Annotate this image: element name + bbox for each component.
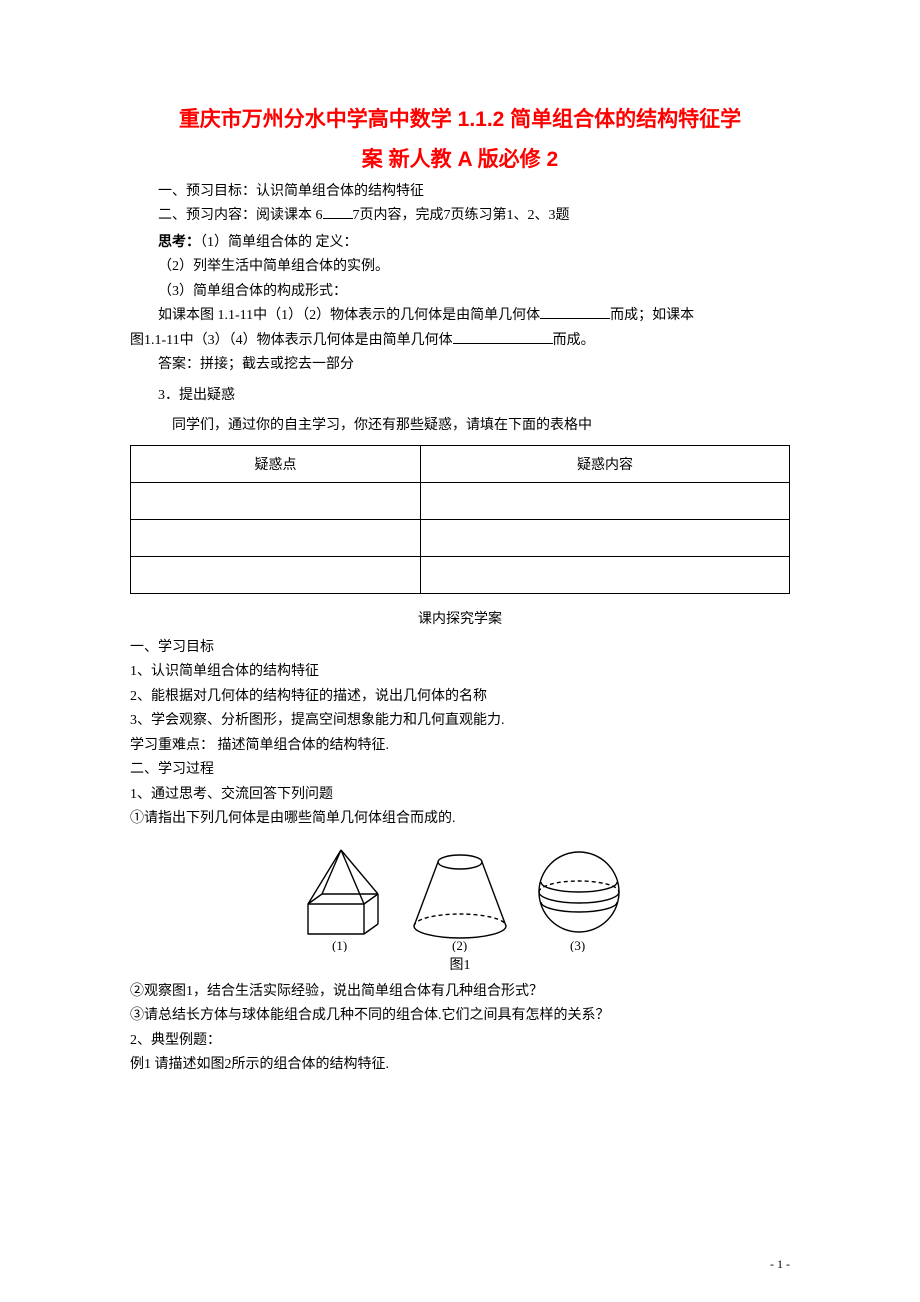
think-3: （3）简单组合体的构成形式： <box>130 280 790 305</box>
ex-h: 2、典型例题： <box>130 1029 790 1054</box>
form2-suffix: 而成。 <box>553 333 595 348</box>
figure-caption: 图1 <box>130 954 790 974</box>
table-row <box>131 482 790 519</box>
doubt-title: 3．提出疑惑 <box>130 384 790 409</box>
figure-1-icon: (1) <box>286 842 396 952</box>
table-cell <box>131 519 421 556</box>
table-cell <box>420 556 789 593</box>
fig-label-2: (2) <box>452 938 467 952</box>
form1-prefix: 如课本图 1.1-11中（1）（2）物体表示的几何体是由简单几何体 <box>158 308 540 323</box>
page: 重庆市万州分水中学高中数学 1.1.2 简单组合体的结构特征学 案 新人教 A … <box>0 0 920 1302</box>
table-cell <box>131 482 421 519</box>
doubt-table: 疑惑点 疑惑内容 <box>130 445 790 594</box>
preview-goal: 一、预习目标：认识简单组合体的结构特征 <box>130 180 790 205</box>
preview-content-prefix: 二、预习内容：阅读课本 6 <box>158 208 323 223</box>
think-2: （2）列举生活中简单组合体的实例。 <box>130 255 790 280</box>
form-line1: 如课本图 1.1-11中（1）（2）物体表示的几何体是由简单几何体 而成；如课本 <box>130 304 790 329</box>
form1-suffix: 而成；如课本 <box>610 308 694 323</box>
table-row <box>131 519 790 556</box>
table-cell <box>420 519 789 556</box>
preview-content-suffix: 7页内容，完成7页练习第1、2、3题 <box>353 208 570 223</box>
study-proc-h: 二、学习过程 <box>130 758 790 783</box>
study-g2: 2、能根据对几何体的结构特征的描述，说出几何体的名称 <box>130 685 790 710</box>
table-head-2: 疑惑内容 <box>420 445 789 482</box>
figure-3-icon: (3) <box>524 842 634 952</box>
form-line2: 图1.1-11中（3）（4）物体表示几何体是由简单几何体 而成。 <box>130 329 790 354</box>
table-cell <box>420 482 789 519</box>
study-p1: 1、通过思考、交流回答下列问题 <box>130 783 790 808</box>
think-1: （1）简单组合体的 定义： <box>200 235 358 250</box>
table-row: 疑惑点 疑惑内容 <box>131 445 790 482</box>
title-line-2: 案 新人教 A 版必修 2 <box>130 140 790 180</box>
study-goal-h: 一、学习目标 <box>130 636 790 661</box>
study-g3: 3、学会观察、分析图形，提高空间想象能力和几何直观能力. <box>130 709 790 734</box>
after-q2: ②观察图1，结合生活实际经验，说出简单组合体有几种组合形式？ <box>130 980 790 1005</box>
ex1: 例1 请描述如图2所示的组合体的结构特征. <box>130 1053 790 1078</box>
study-hard: 学习重难点： 描述简单组合体的结构特征. <box>130 734 790 759</box>
title-line-1: 重庆市万州分水中学高中数学 1.1.2 简单组合体的结构特征学 <box>130 100 790 140</box>
blank-page-range <box>323 204 353 219</box>
think-line: 思考：（1）简单组合体的 定义： <box>130 229 790 256</box>
table-head-1: 疑惑点 <box>131 445 421 482</box>
mid-title: 课内探究学案 <box>130 608 790 628</box>
figure-2-icon: (2) <box>400 842 520 952</box>
blank-form2 <box>453 329 553 344</box>
table-cell <box>131 556 421 593</box>
study-g1: 1、认识简单组合体的结构特征 <box>130 660 790 685</box>
table-row <box>131 556 790 593</box>
preview-content: 二、预习内容：阅读课本 6 7页内容，完成7页练习第1、2、3题 <box>130 204 790 229</box>
study-p1a: ①请指出下列几何体是由哪些简单几何体组合而成的. <box>130 807 790 832</box>
fig-label-3: (3) <box>570 938 585 952</box>
figures-row: (1) (2) (3) <box>130 842 790 952</box>
blank-form1 <box>540 304 610 319</box>
answer-line: 答案：拼接；截去或挖去一部分 <box>130 353 790 378</box>
doubt-intro: 同学们，通过你的自主学习，你还有那些疑惑，请填在下面的表格中 <box>130 414 790 439</box>
after-q3: ③请总结长方体与球体能组合成几种不同的组合体.它们之间具有怎样的关系？ <box>130 1004 790 1029</box>
page-number: - 1 - <box>770 1257 790 1272</box>
think-label: 思考： <box>158 233 200 249</box>
form2-prefix: 图1.1-11中（3）（4）物体表示几何体是由简单几何体 <box>130 333 453 348</box>
fig-label-1: (1) <box>332 938 347 952</box>
